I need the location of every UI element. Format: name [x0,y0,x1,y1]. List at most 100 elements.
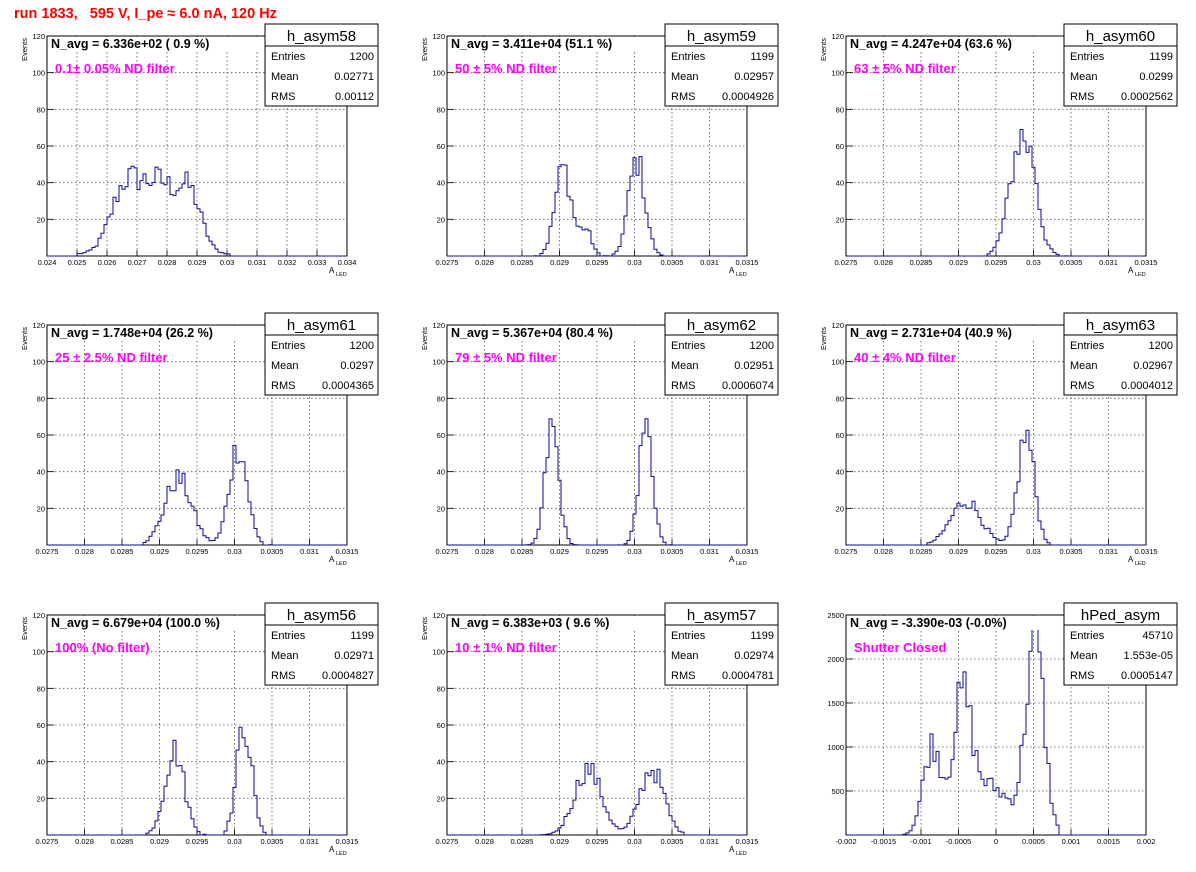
y-tick-label: 100 [32,648,45,657]
x-tick-label: 0.031 [1099,547,1118,556]
x-tick-label: 0.0275 [36,547,59,556]
histogram-name: h_asym61 [287,317,356,334]
stats-box [264,312,379,396]
x-tick-label: 0.0305 [661,837,684,846]
x-tick-label: 0.03 [627,547,642,556]
y-axis-title: Events [20,38,29,61]
stat-value: 0.0005147 [1121,670,1173,682]
stat-value: 0.0297 [340,360,374,372]
x-axis-title-sub: LED [336,561,347,567]
y-tick-label: 80 [37,105,45,114]
x-tick-label: 0.028 [475,837,494,846]
title-box [847,616,1067,630]
x-tick-label: 0.03 [627,258,642,267]
stat-value: 0.0004781 [722,670,774,682]
y-tick-label: 60 [37,721,45,730]
x-tick-label: -0.0005 [946,837,971,846]
y-tick-label: 2000 [827,655,844,664]
y-tick-label: 20 [437,215,445,224]
x-tick-label: 0.0305 [261,837,284,846]
stat-label: RMS [1070,380,1094,392]
x-tick-label: 0.03 [220,258,235,267]
stat-label: Entries [1070,51,1105,63]
y-tick-label: 80 [836,105,844,114]
navg-title: N_avg = 2.731e+04 (40.9 %) [850,326,1012,340]
stats-box [264,23,379,107]
histogram-line [447,418,747,546]
histogram-line [846,129,1146,257]
filter-label: 63 ± 5% ND filter [854,61,956,76]
x-tick-label: 0.029 [188,258,207,267]
filter-label: 50 ± 5% ND filter [455,61,557,76]
title-box [48,37,268,51]
x-axis-title-sub: LED [736,851,747,857]
y-axis-title: Events [819,38,828,61]
x-tick-label: 0.0285 [910,258,933,267]
stat-label: Entries [671,340,706,352]
stats-box [1063,23,1178,107]
x-tick-label: 0.0295 [186,547,209,556]
y-tick-label: 100 [831,358,844,367]
x-tick-label: 0.0315 [736,547,759,556]
x-tick-label: 0.029 [949,258,968,267]
stat-value: 0.02957 [734,71,774,83]
y-tick-label: 80 [437,394,445,403]
x-axis-title-sub: LED [1135,561,1146,567]
stats-box [664,23,779,107]
panel-h_asym57: 0.0275 0.028 0.0285 0.029 0.0295 0.03 0.0305 0.… [420,602,779,857]
stat-label: Mean [671,360,699,372]
y-tick-label: 60 [437,142,445,151]
y-tick-label: 120 [432,32,445,41]
navg-title: N_avg = 6.336e+02 ( 0.9 %) [51,37,209,51]
filter-label: Shutter Closed [854,640,947,655]
panel-h_asym58: 0.024 0.025 0.026 0.027 0.028 0.029 0.03 0.031 0… [20,23,379,278]
y-tick-label: 60 [437,721,445,730]
x-tick-label: 0.0275 [835,258,858,267]
y-tick-label: 80 [37,684,45,693]
x-tick-label: 0.028 [75,547,94,556]
y-tick-label: 120 [432,321,445,330]
x-tick-label: 0.0315 [736,258,759,267]
title-box [847,37,1067,51]
stat-value: 0.0004365 [322,380,374,392]
stats-box [664,312,779,396]
y-tick-label: 60 [37,142,45,151]
stat-label: Mean [271,650,299,662]
y-tick-label: 80 [836,394,844,403]
y-tick-label: 20 [836,504,844,513]
histogram-name: h_asym60 [1086,28,1155,45]
x-axis-title-sub: LED [1135,272,1146,278]
x-axis-title-sub: LED [336,851,347,857]
stat-label: Entries [1070,340,1105,352]
x-tick-label: 0.0305 [261,547,284,556]
y-tick-label: 60 [437,431,445,440]
x-tick-label: 0.029 [150,837,169,846]
histogram-name: h_asym63 [1086,317,1155,334]
stat-value: 0.02951 [734,360,774,372]
x-tick-label: 0.029 [150,547,169,556]
y-tick-label: 80 [37,394,45,403]
y-tick-label: 120 [32,321,45,330]
x-axis-title: A [729,845,735,854]
stat-label: RMS [271,670,295,682]
panel-h_asym56: 0.0275 0.028 0.0285 0.029 0.0295 0.03 0.0305 0.… [20,602,379,857]
x-axis-title: A [729,555,735,564]
x-tick-label: 0.03 [1026,258,1041,267]
page-title: run 1833, 595 V, I_pe ≈ 6.0 nA, 120 Hz [14,6,277,22]
y-tick-label: 120 [831,321,844,330]
x-axis-title: A [329,845,335,854]
y-axis-title: Events [420,38,429,61]
x-tick-label: 0.0295 [586,547,609,556]
y-tick-label: 80 [437,105,445,114]
y-tick-label: 40 [437,179,445,188]
y-tick-label: 40 [437,758,445,767]
panel-h_asym62: 0.0275 0.028 0.0285 0.029 0.0295 0.03 0.0305 0.… [420,312,779,567]
stat-label: Entries [271,630,306,642]
stat-value: 0.0002562 [1121,91,1173,103]
x-tick-label: 0.032 [278,258,297,267]
x-tick-label: 0.025 [68,258,87,267]
x-tick-label: 0.0285 [111,547,134,556]
stat-value: 1199 [350,630,374,642]
x-tick-label: 0.0285 [511,837,534,846]
